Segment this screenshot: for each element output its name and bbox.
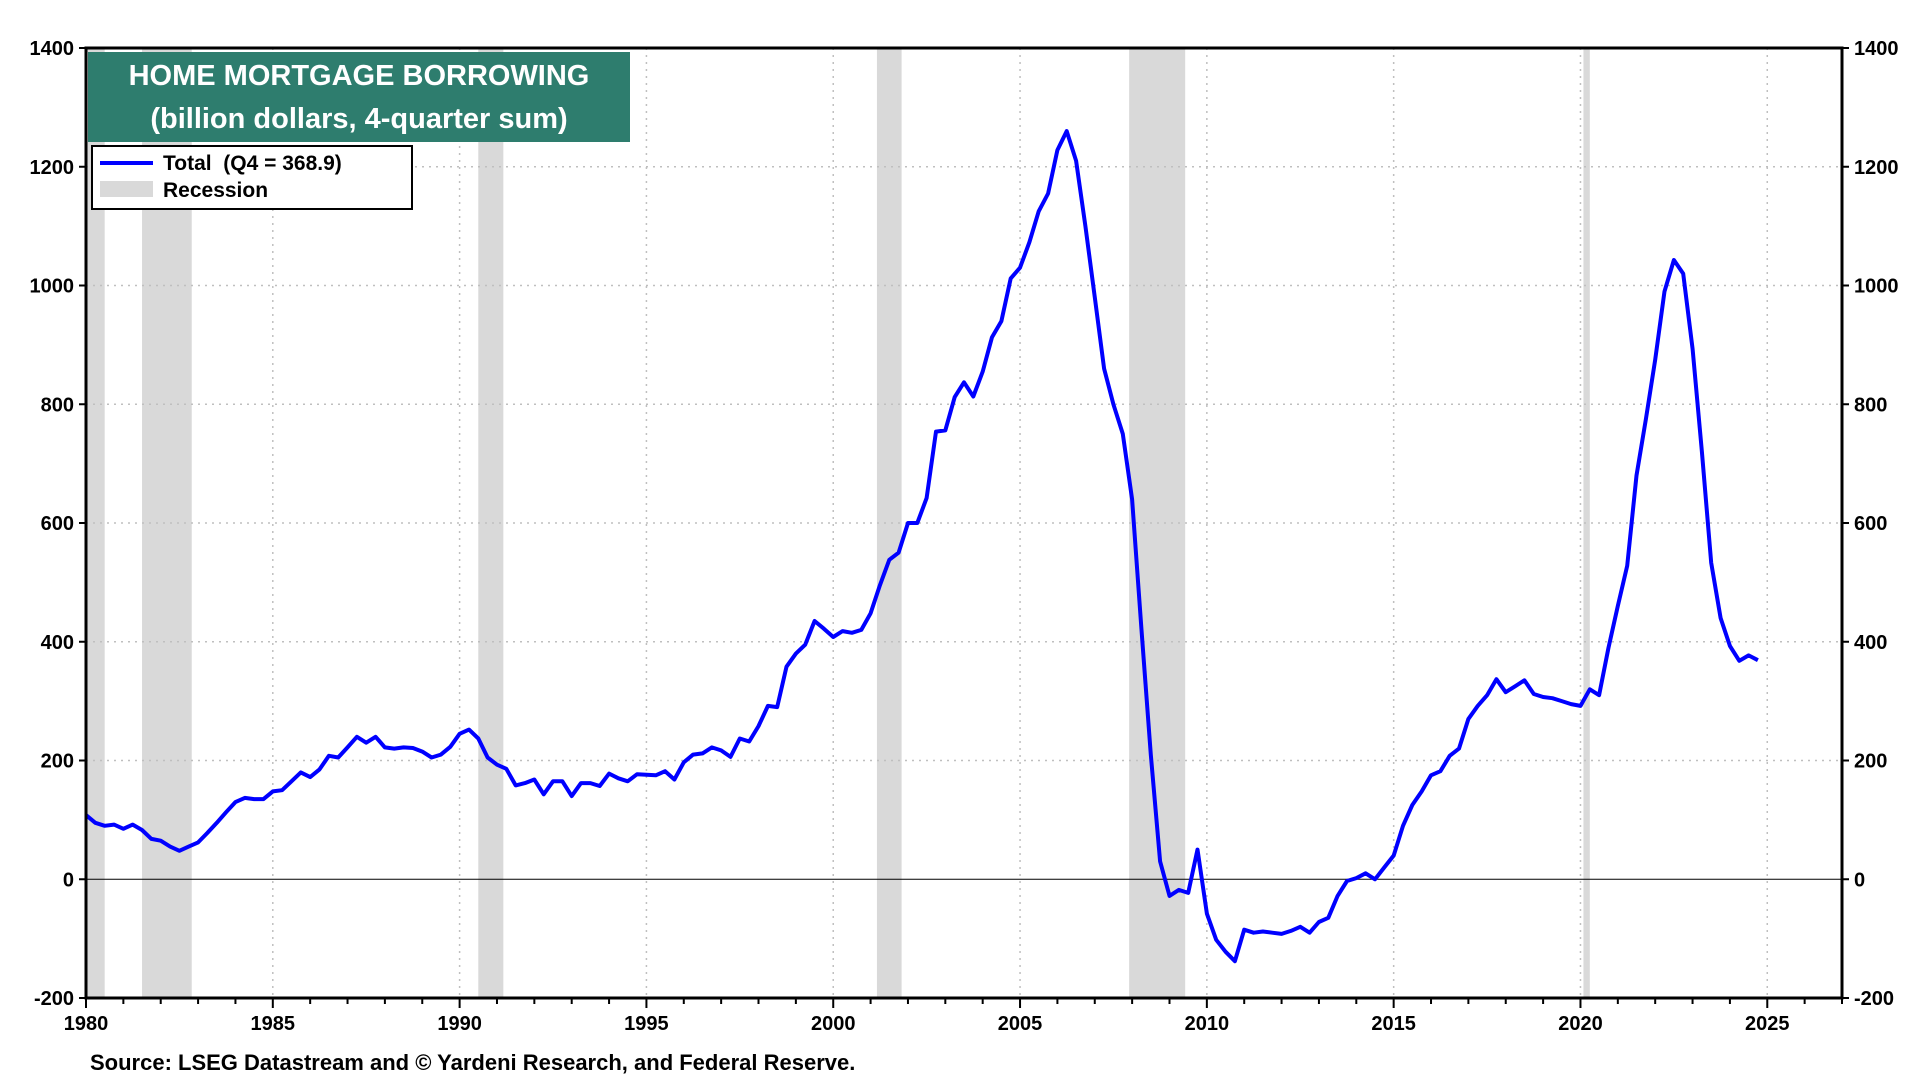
x-tick-label: 2015 xyxy=(1371,1013,1416,1035)
recession-band-3 xyxy=(876,48,902,998)
gridlines xyxy=(86,48,1842,998)
y-tick-label-left: 800 xyxy=(41,394,74,416)
series-line-total xyxy=(84,129,1759,964)
y-tick-label-right: 800 xyxy=(1854,394,1887,416)
legend-label-total: Total (Q4 = 368.9) xyxy=(163,152,342,175)
legend-swatch-recession xyxy=(100,181,153,197)
y-tick-label-left: 600 xyxy=(41,513,74,535)
source-note: Source: LSEG Datastream and © Yardeni Re… xyxy=(90,1050,856,1075)
y-tick-label-left: 200 xyxy=(41,751,74,773)
y-tick-label-right: -200 xyxy=(1854,988,1894,1010)
legend: Total (Q4 = 368.9) Recession xyxy=(91,145,413,210)
title-box-bg xyxy=(88,52,630,142)
y-tick-label-right: 1400 xyxy=(1854,38,1899,60)
x-tick-label: 1995 xyxy=(624,1013,669,1035)
x-tick-label: 1980 xyxy=(64,1013,109,1035)
x-tick-label: 2000 xyxy=(811,1013,856,1035)
y-tick-label-left: 1400 xyxy=(30,38,75,60)
y-tick-label-right: 1200 xyxy=(1854,157,1899,179)
legend-label-recession: Recession xyxy=(163,179,268,202)
y-tick-label-left: 1000 xyxy=(30,276,75,298)
y-tick-label-left: 400 xyxy=(41,632,74,654)
x-tick-label: 2005 xyxy=(998,1013,1043,1035)
title-box: HOME MORTGAGE BORROWING (billion dollars… xyxy=(88,52,630,142)
y-tick-label-left: 1200 xyxy=(30,157,75,179)
y-tick-label-right: 200 xyxy=(1854,751,1887,773)
chart-subtitle: (billion dollars, 4-quarter sum) xyxy=(150,103,567,135)
y-tick-label-right: 400 xyxy=(1854,632,1887,654)
recession-band-5 xyxy=(1583,48,1590,998)
series-layer xyxy=(84,129,1759,964)
y-tick-label-right: 600 xyxy=(1854,513,1887,535)
x-tick-label: 2010 xyxy=(1185,1013,1230,1035)
y-tick-label-right: 0 xyxy=(1854,869,1865,891)
x-tick-label: 2020 xyxy=(1558,1013,1603,1035)
y-tick-label-left: -200 xyxy=(34,988,74,1010)
chart-title: HOME MORTGAGE BORROWING xyxy=(129,60,590,92)
y-tick-label-right: 1000 xyxy=(1854,276,1899,298)
x-tick-label: 2025 xyxy=(1745,1013,1790,1035)
x-tick-label: 1990 xyxy=(437,1013,482,1035)
x-tick-label: 1985 xyxy=(251,1013,296,1035)
y-tick-label-left: 0 xyxy=(63,869,74,891)
axis-ticks: -200 -200 0 0 200 200 400 400 600 600 800 800 1000 10… xyxy=(30,38,1899,1035)
legend-box xyxy=(91,145,413,210)
